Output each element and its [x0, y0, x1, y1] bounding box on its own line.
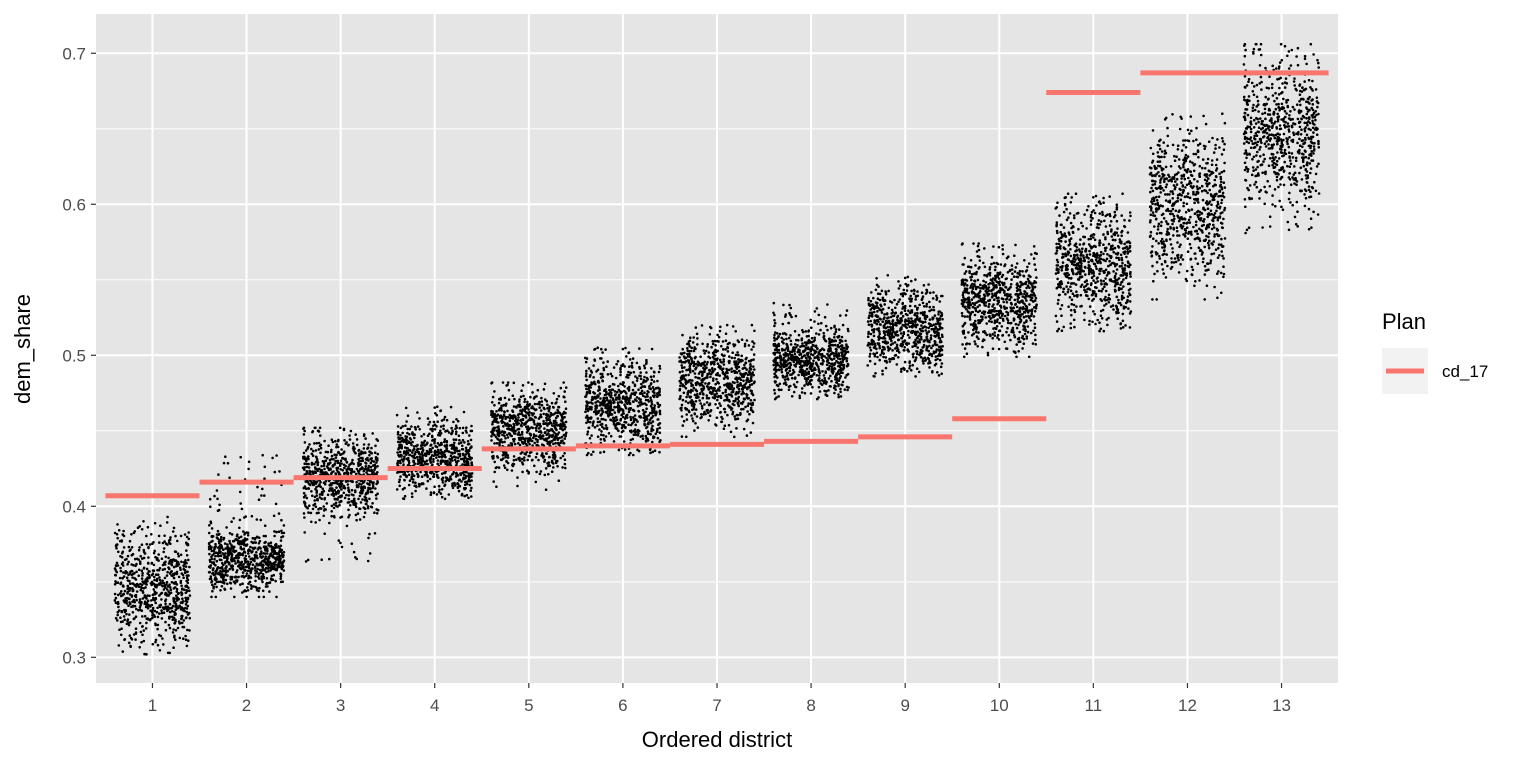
x-tick-label: 3 — [336, 696, 345, 715]
legend-label: cd_17 — [1442, 362, 1488, 381]
legend-title: Plan — [1382, 309, 1426, 334]
plan-segments — [105, 70, 1329, 499]
x-tick-label: 7 — [712, 696, 721, 715]
x-tick-label: 12 — [1178, 696, 1197, 715]
legend: Plan cd_17 — [1382, 309, 1488, 394]
x-tick-label: 9 — [900, 696, 909, 715]
x-tick-label: 2 — [242, 696, 251, 715]
y-tick-label: 0.6 — [62, 195, 86, 214]
y-tick-label: 0.4 — [62, 497, 86, 516]
x-axis-title: Ordered district — [642, 727, 792, 752]
x-tick-label: 11 — [1085, 696, 1103, 715]
y-tick-label: 0.5 — [62, 346, 86, 365]
y-tick-label: 0.3 — [62, 648, 86, 667]
x-tick-label: 13 — [1272, 696, 1291, 715]
x-tick-label: 8 — [806, 696, 815, 715]
x-tick-label: 10 — [990, 696, 1009, 715]
x-tick-label: 1 — [148, 696, 157, 715]
y-axis-title: dem_share — [10, 294, 35, 404]
axis-ticks — [91, 52, 1283, 688]
x-tick-labels: 1 2 3 4 5 6 7 8 9 10 11 12 13 — [148, 696, 1291, 715]
y-tick-label: 0.7 — [62, 44, 86, 63]
x-tick-label: 5 — [524, 696, 533, 715]
x-tick-label: 6 — [618, 696, 627, 715]
x-tick-label: 4 — [430, 696, 439, 715]
y-tick-labels: 0.3 0.4 0.5 0.6 0.7 — [62, 44, 86, 667]
